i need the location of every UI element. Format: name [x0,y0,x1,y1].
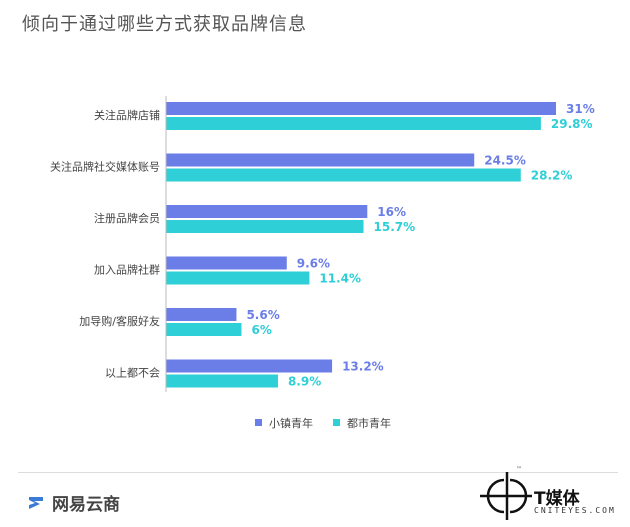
bar [166,220,364,233]
bar [166,271,310,285]
netease-brand: 网易云商 [26,490,120,515]
data-label: 16% [377,205,406,219]
footer-divider [18,472,618,473]
data-label: 11.4% [319,272,361,286]
bar [166,168,521,182]
bar [166,374,278,388]
data-label: 31% [566,102,595,116]
tmedia-domain: CNITEYES.COM [534,506,616,515]
legend-swatch [333,419,340,426]
netease-brand-name: 网易云商 [52,495,120,515]
legend-label: 都市青年 [347,416,391,430]
category-label: 以上都不会 [105,367,160,380]
bar [166,205,368,218]
data-label: 29.8% [551,117,593,131]
category-label: 关注品牌社交媒体账号 [50,160,160,174]
trademark-symbol: ™ [516,466,522,473]
category-label: 加导购/客服好友 [79,314,160,328]
bar [166,153,475,167]
data-label: 5.6% [246,308,279,322]
data-label: 13.2% [342,360,384,374]
bar [166,102,556,115]
category-label: 注册品牌会员 [94,211,160,225]
legend-swatch [255,419,262,426]
netease-logo-icon [29,496,43,509]
bar [166,308,237,321]
bar [166,323,242,336]
tmedia-logo-icon [480,472,532,520]
bar [166,359,333,373]
bar-chart: 关注品牌店铺 31%29.8% 关注品牌社交媒体账号 24.5% 28.2% 注册品牌会员… [50,96,595,430]
data-label: 8.9% [288,375,321,389]
data-label: 9.6% [297,257,330,271]
tmedia-brand: ™ T媒体 CNITEYES.COM [478,466,628,524]
data-label: 6% [251,323,271,337]
bar [166,256,287,270]
tmedia-brand-name: T媒体 [534,489,580,509]
data-label: 24.5% [484,154,526,168]
data-label: 28.2% [531,169,573,183]
category-label: 关注品牌店铺 [94,108,160,122]
data-label: 15.7% [374,220,416,234]
legend-label: 小镇青年 [269,416,313,430]
chart-title: 倾向于通过哪些方式获取品牌信息 [22,14,307,35]
bar [166,117,541,130]
category-label: 加入品牌社群 [94,263,160,277]
